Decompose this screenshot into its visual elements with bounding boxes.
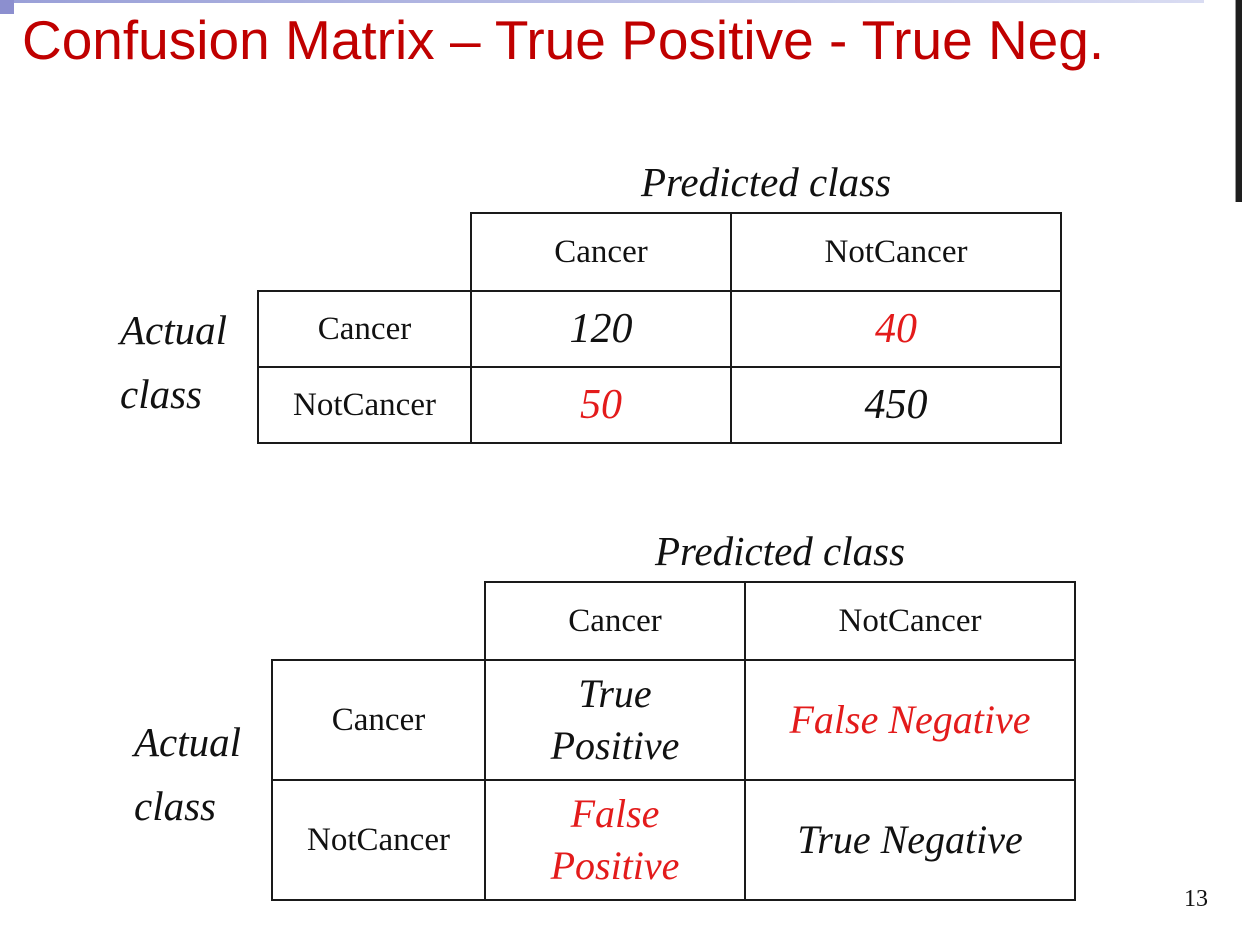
cell-cancer-cancer: 120 <box>470 290 732 368</box>
cell-true-positive: True Positive <box>484 659 746 781</box>
row-header-notcancer: NotCancer <box>257 366 472 444</box>
actual-class-label: Actual class <box>120 307 228 417</box>
column-header-cancer: Cancer <box>484 581 746 661</box>
cell-true-negative: True Negative <box>744 779 1076 901</box>
slide-top-bar <box>14 0 1204 3</box>
predicted-class-label: Predicted class <box>654 528 906 574</box>
row-header-cancer: Cancer <box>271 659 486 781</box>
cell-cancer-notcancer: 40 <box>730 290 1062 368</box>
window-edge <box>1235 0 1242 202</box>
slide-title: Confusion Matrix – True Positive - True … <box>22 9 1105 71</box>
actual-class-label: Actual class <box>134 719 242 829</box>
column-header-notcancer: NotCancer <box>744 581 1076 661</box>
column-header-cancer: Cancer <box>470 212 732 292</box>
cell-false-positive: False Positive <box>484 779 746 901</box>
cell-false-negative: False Negative <box>744 659 1076 781</box>
row-header-cancer: Cancer <box>257 290 472 368</box>
cell-notcancer-notcancer: 450 <box>730 366 1062 444</box>
predicted-class-label: Predicted class <box>640 159 892 205</box>
row-header-notcancer: NotCancer <box>271 779 486 901</box>
slide-corner-decoration <box>0 0 14 14</box>
column-header-notcancer: NotCancer <box>730 212 1062 292</box>
cell-notcancer-cancer: 50 <box>470 366 732 444</box>
page-number: 13 <box>1184 886 1208 912</box>
